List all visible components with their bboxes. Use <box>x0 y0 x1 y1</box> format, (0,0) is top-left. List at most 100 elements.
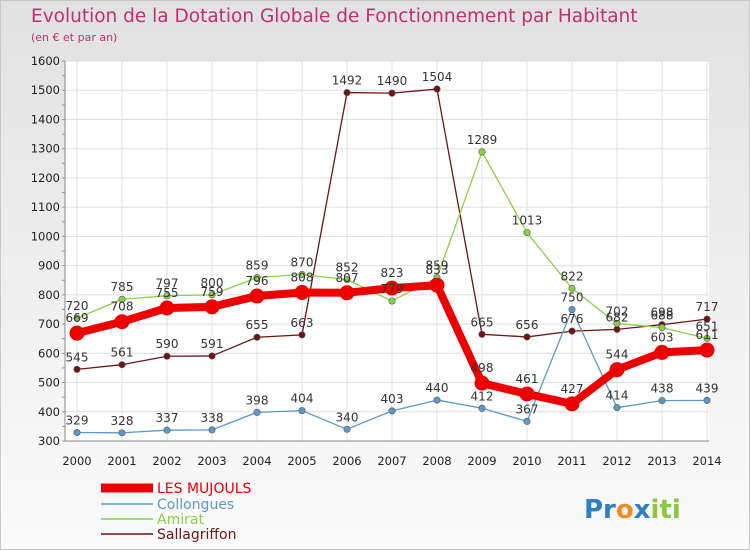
data-point <box>73 314 81 322</box>
data-point <box>703 396 711 404</box>
data-point <box>654 344 670 360</box>
data-label: 717 <box>696 300 719 314</box>
data-label: 779 <box>381 282 404 296</box>
data-label: 329 <box>66 414 89 428</box>
y-tick-label: 1400 <box>31 112 60 126</box>
data-label: 1504 <box>422 70 453 84</box>
data-point <box>388 407 396 415</box>
data-point <box>568 284 576 292</box>
data-label: 1492 <box>332 74 363 88</box>
data-label: 823 <box>381 266 404 280</box>
data-point <box>433 85 441 93</box>
data-label: 367 <box>516 402 539 416</box>
x-tick-label: 2014 <box>692 454 721 468</box>
data-label: 665 <box>471 315 494 329</box>
data-point <box>73 429 81 437</box>
y-tick-label: 1300 <box>31 142 60 156</box>
brand-letters: x <box>634 495 651 525</box>
data-label: 1289 <box>467 133 498 147</box>
data-label: 663 <box>291 316 314 330</box>
data-label: 708 <box>111 300 134 314</box>
data-point <box>159 300 175 316</box>
data-label: 412 <box>471 389 494 403</box>
y-tick-label: 700 <box>38 317 60 331</box>
data-label: 561 <box>111 346 134 360</box>
data-label: 702 <box>606 304 629 318</box>
data-label: 439 <box>696 381 719 395</box>
x-tick-label: 2013 <box>647 454 676 468</box>
data-point <box>609 362 625 378</box>
data-point <box>703 334 711 342</box>
data-point <box>343 89 351 97</box>
proxiti-logo: Proxiti <box>584 495 681 525</box>
data-label: 1490 <box>377 74 408 88</box>
data-label: 750 <box>561 290 584 304</box>
data-point <box>613 325 621 333</box>
x-tick-label: 2007 <box>377 454 406 468</box>
data-point <box>429 277 445 293</box>
data-label: 403 <box>381 392 404 406</box>
y-tick-label: 500 <box>38 376 60 390</box>
plot-area: 300 400 500 600 700 800 900 1000 1100 1200 1300 140… <box>31 54 722 468</box>
data-label: 338 <box>201 411 224 425</box>
x-tick-label: 2010 <box>512 454 541 468</box>
data-label: 404 <box>291 392 314 406</box>
x-tick-label: 2012 <box>602 454 631 468</box>
data-label: 398 <box>246 393 269 407</box>
x-tick-label: 2002 <box>152 454 181 468</box>
x-tick-label: 2008 <box>422 454 451 468</box>
data-label: 414 <box>606 389 629 403</box>
data-point <box>388 89 396 97</box>
data-point <box>433 396 441 404</box>
data-point <box>253 274 261 282</box>
data-point <box>163 426 171 434</box>
data-point <box>519 386 535 402</box>
data-point <box>118 295 126 303</box>
data-label: 591 <box>201 337 224 351</box>
data-point <box>339 285 355 301</box>
data-label: 688 <box>651 309 674 323</box>
y-tick-label: 1000 <box>31 229 60 243</box>
data-label: 427 <box>561 382 584 396</box>
data-label: 590 <box>156 337 179 351</box>
data-label: 796 <box>246 274 269 288</box>
x-tick-label: 2011 <box>557 454 586 468</box>
x-tick-label: 2004 <box>242 454 271 468</box>
data-point <box>613 404 621 412</box>
data-label: 682 <box>606 310 629 324</box>
data-point <box>478 148 486 156</box>
legend-entry: Sallagriffon <box>157 527 236 543</box>
data-label: 859 <box>246 259 269 273</box>
data-point <box>478 330 486 338</box>
data-label: 852 <box>336 261 359 275</box>
data-label: 785 <box>111 280 134 294</box>
data-label: 833 <box>426 263 449 277</box>
data-point <box>208 291 216 299</box>
data-point <box>163 352 171 360</box>
chart-title: Evolution de la Dotation Globale de Fonc… <box>31 6 638 27</box>
data-point <box>204 299 220 315</box>
data-label: 656 <box>516 318 539 332</box>
data-point <box>114 314 130 330</box>
data-point <box>298 331 306 339</box>
data-label: 800 <box>201 276 224 290</box>
data-label: 438 <box>651 382 674 396</box>
data-label: 808 <box>291 271 314 285</box>
data-label: 676 <box>561 312 584 326</box>
x-tick-label: 2003 <box>197 454 226 468</box>
data-point <box>163 292 171 300</box>
y-tick-label: 900 <box>38 259 60 273</box>
data-point <box>523 333 531 341</box>
x-tick-label: 2000 <box>62 454 91 468</box>
y-tick-label: 300 <box>38 434 60 448</box>
data-point <box>658 397 666 405</box>
data-point <box>478 404 486 412</box>
data-point <box>658 324 666 332</box>
data-label: 545 <box>66 350 89 364</box>
data-point <box>253 333 261 341</box>
data-label: 755 <box>156 286 179 300</box>
data-label: 807 <box>336 271 359 285</box>
brand-wordmark: Proxiti <box>584 495 681 525</box>
